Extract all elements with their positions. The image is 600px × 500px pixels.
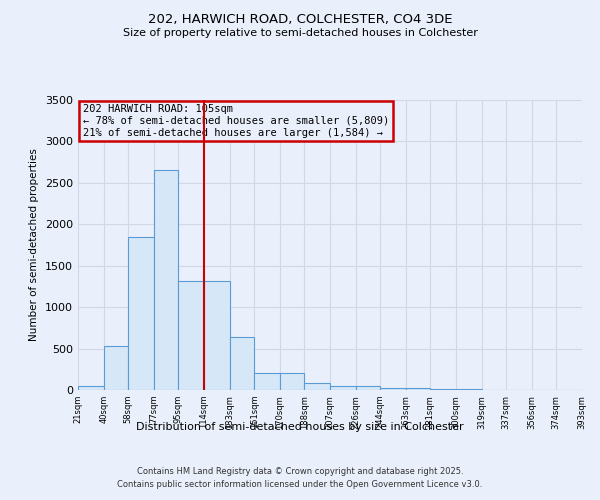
Text: Distribution of semi-detached houses by size in Colchester: Distribution of semi-detached houses by … <box>136 422 464 432</box>
Y-axis label: Number of semi-detached properties: Number of semi-detached properties <box>29 148 40 342</box>
Bar <box>356 386 380 390</box>
Bar <box>78 386 104 390</box>
Text: 202 HARWICH ROAD: 105sqm
← 78% of semi-detached houses are smaller (5,809)
21% o: 202 HARWICH ROAD: 105sqm ← 78% of semi-d… <box>83 104 389 138</box>
Text: Contains HM Land Registry data © Crown copyright and database right 2025.: Contains HM Land Registry data © Crown c… <box>137 468 463 476</box>
Text: 202, HARWICH ROAD, COLCHESTER, CO4 3DE: 202, HARWICH ROAD, COLCHESTER, CO4 3DE <box>148 12 452 26</box>
Bar <box>178 282 204 390</box>
Bar <box>154 170 178 390</box>
Text: Size of property relative to semi-detached houses in Colchester: Size of property relative to semi-detach… <box>122 28 478 38</box>
Bar <box>204 282 230 390</box>
Bar <box>230 337 254 390</box>
Bar <box>330 386 356 390</box>
Text: Contains public sector information licensed under the Open Government Licence v3: Contains public sector information licen… <box>118 480 482 489</box>
Bar <box>254 372 280 390</box>
Bar <box>430 389 456 390</box>
Bar <box>304 382 330 390</box>
Bar <box>104 346 128 390</box>
Bar <box>128 236 154 390</box>
Bar <box>406 388 430 390</box>
Bar <box>380 388 406 390</box>
Bar <box>280 372 304 390</box>
